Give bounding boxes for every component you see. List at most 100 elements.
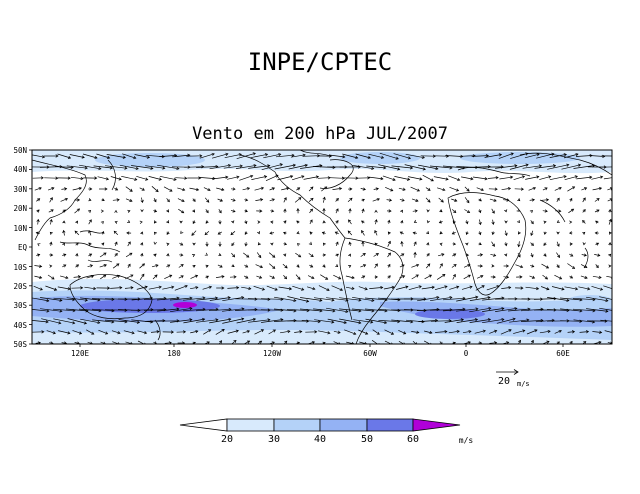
wind-vector-head — [339, 287, 344, 292]
wind-vector — [183, 297, 205, 301]
wind-vector — [396, 286, 408, 290]
wind-vector — [520, 308, 544, 312]
colorbar-tick: 40 — [314, 434, 326, 445]
wind-vector — [248, 165, 270, 169]
wind-vector — [525, 286, 539, 290]
wind-vector-head — [181, 199, 185, 203]
wind-vector — [86, 275, 94, 279]
wind-vector-head — [413, 241, 417, 245]
wind-vector-head — [76, 208, 81, 212]
wind-vector-head — [546, 287, 550, 291]
wind-vector — [242, 187, 250, 191]
wind-vector-head — [191, 254, 196, 258]
wind-vector-head — [504, 220, 508, 224]
wind-vector-head — [257, 220, 261, 224]
wind-vector — [308, 198, 314, 202]
wind-vector — [209, 318, 231, 324]
wind-vector — [148, 286, 162, 290]
wind-vector — [104, 319, 128, 323]
wind-vector — [148, 176, 162, 180]
wind-vector — [53, 297, 75, 301]
wind-vector-head — [116, 198, 120, 202]
wind-vector-head — [192, 264, 196, 268]
wind-vector-head — [402, 187, 406, 191]
wind-vector — [216, 187, 224, 191]
wind-vector — [401, 241, 403, 247]
wind-vector-head — [345, 309, 349, 314]
wind-vector-head — [569, 275, 574, 279]
wind-vector — [326, 307, 348, 313]
wind-vector-head — [258, 254, 262, 259]
wind-vector — [501, 287, 511, 289]
wind-vector — [469, 319, 491, 323]
wind-vector — [526, 329, 538, 335]
wind-vector — [398, 329, 406, 335]
wind-vector-head — [77, 198, 81, 202]
wind-vector — [492, 219, 494, 225]
wind-vector-head — [470, 177, 474, 181]
wind-vector-head — [510, 152, 514, 156]
wind-vector-head — [88, 253, 93, 257]
wind-vector-head — [49, 241, 53, 245]
wind-vector — [274, 164, 296, 170]
wind-vector — [418, 320, 438, 322]
wind-vector — [391, 165, 413, 169]
wind-vector — [139, 274, 145, 280]
wind-vector-head — [184, 284, 188, 288]
wind-vector — [567, 186, 575, 192]
colorbar: 20 30 40 50 60 m/s — [179, 418, 473, 445]
wind-vector-head — [181, 210, 185, 214]
wind-vector-head — [49, 218, 53, 223]
wind-vector — [573, 319, 595, 323]
wind-vector-head — [598, 340, 602, 344]
wind-vector — [218, 340, 222, 344]
wind-vector-head — [98, 166, 102, 171]
wind-vector-head — [534, 329, 538, 333]
wind-vector — [256, 275, 262, 279]
wind-vector-head — [192, 242, 196, 246]
wind-vector — [91, 298, 115, 300]
wind-vector — [60, 198, 68, 202]
wind-vector-head — [153, 199, 157, 203]
wind-vector-head — [374, 219, 378, 223]
wind-vector-head — [94, 155, 98, 160]
wind-vector-head — [338, 276, 342, 280]
wind-vector-head — [376, 197, 380, 202]
wind-vector-head — [332, 165, 336, 170]
wind-vector-head — [245, 264, 249, 268]
wind-vector — [382, 175, 396, 181]
wind-vector — [408, 176, 422, 180]
wind-vector-head — [361, 220, 365, 224]
wind-vector-head — [241, 295, 245, 300]
wind-vector — [411, 331, 419, 333]
wind-vector — [274, 296, 296, 302]
wind-vector-head — [49, 197, 53, 201]
wind-vector — [199, 153, 215, 159]
wind-vector — [540, 286, 550, 290]
wind-vector-head — [219, 340, 222, 344]
wind-vector — [442, 165, 466, 169]
wind-vector-head — [39, 287, 43, 291]
wind-vector — [134, 154, 150, 158]
wind-vector — [195, 308, 219, 312]
wind-vector — [41, 318, 61, 324]
wind-vector-head — [361, 241, 365, 245]
wind-vector — [347, 230, 353, 236]
wind-vector — [482, 297, 504, 301]
wind-vector — [495, 308, 517, 312]
wind-vector — [430, 320, 452, 322]
wind-vector-head — [491, 264, 495, 268]
wind-vector-head — [225, 175, 229, 179]
wind-vector — [542, 187, 548, 191]
wind-vector — [451, 264, 457, 268]
wind-vector — [399, 275, 405, 279]
wind-vector-head — [250, 174, 254, 178]
wind-vector-head — [283, 242, 288, 246]
wind-vector-head — [532, 186, 537, 191]
wind-vector — [151, 186, 159, 192]
wind-vector-head — [90, 274, 95, 279]
wind-vector — [368, 153, 384, 159]
wind-vector-head — [397, 308, 401, 313]
wind-vector — [327, 318, 347, 324]
wind-vector-head — [88, 229, 92, 234]
